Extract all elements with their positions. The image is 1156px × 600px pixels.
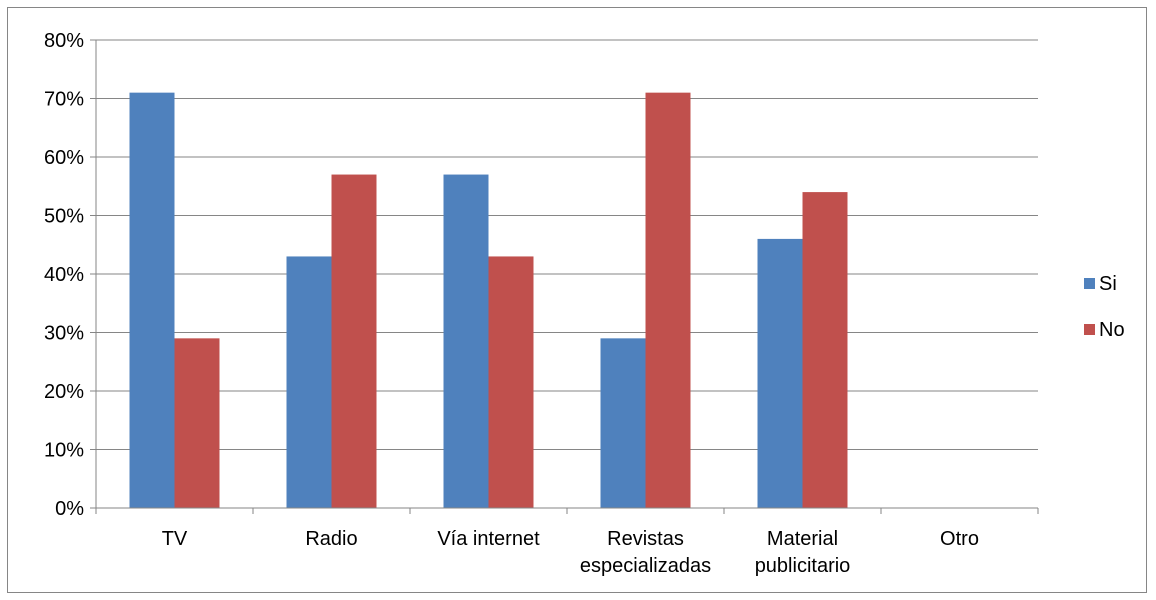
y-tick-label-80: 80%	[44, 30, 84, 52]
x-tick-label-3-0: Revistas	[607, 528, 684, 550]
bar-si-0	[129, 92, 175, 509]
bar-no-2	[488, 256, 534, 508]
legend: Si No	[1084, 273, 1125, 341]
legend-label-si: Si	[1099, 273, 1117, 295]
x-axis-labels: TV Radio Vía internet Revistas especializada…	[162, 528, 979, 577]
bar-no-3	[645, 92, 691, 509]
y-tick-label-40: 40%	[44, 264, 84, 286]
x-tick-label-4-1: publicitario	[755, 555, 851, 577]
legend-swatch-no	[1084, 324, 1095, 335]
y-tick-label-0: 0%	[55, 498, 84, 520]
bar-no-4	[802, 192, 848, 508]
x-tick-label-3-1: especializadas	[580, 555, 711, 577]
bar-si-3	[600, 338, 646, 508]
legend-swatch-si	[1084, 278, 1095, 289]
x-tick-label-0-0: TV	[162, 528, 188, 550]
y-tick-label-30: 30%	[44, 323, 84, 345]
y-tick-label-10: 10%	[44, 440, 84, 462]
x-tick-label-5-0: Otro	[940, 528, 979, 550]
bar-si-2	[443, 174, 489, 509]
axes	[95, 40, 1039, 514]
gridlines	[96, 39, 1038, 450]
x-tick-label-4-0: Material	[767, 528, 838, 550]
y-axis-ticks: 0% 10% 20% 30% 40% 50% 60% 70% 80%	[44, 30, 96, 520]
bar-si-4	[757, 238, 803, 508]
y-tick-label-50: 50%	[44, 206, 84, 228]
y-tick-label-20: 20%	[44, 381, 84, 403]
bar-no-1	[331, 174, 377, 509]
x-tick-label-2-0: Vía internet	[437, 528, 540, 550]
y-tick-label-70: 70%	[44, 89, 84, 111]
y-tick-label-60: 60%	[44, 147, 84, 169]
bar-no-0	[174, 338, 220, 508]
bars	[129, 92, 848, 509]
bar-si-1	[286, 256, 332, 508]
legend-label-no: No	[1099, 319, 1125, 341]
x-tick-label-1-0: Radio	[305, 528, 357, 550]
